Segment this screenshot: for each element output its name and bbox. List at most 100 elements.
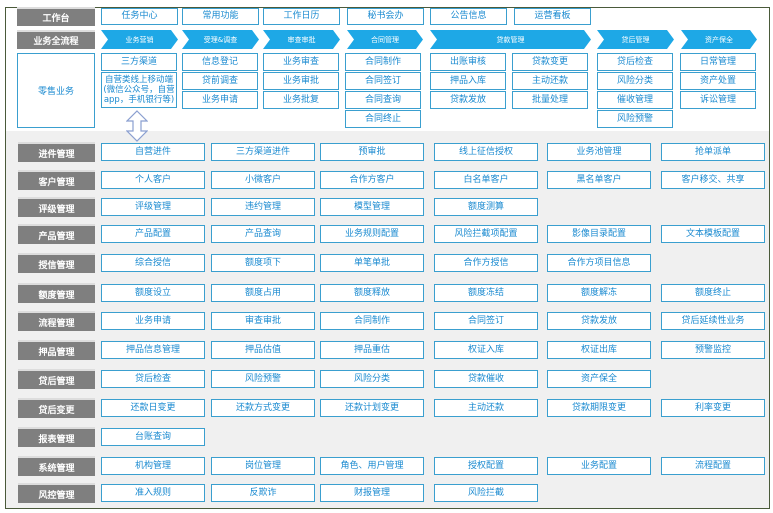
module-function-button[interactable]: 业务池管理	[547, 143, 651, 161]
module-function-button[interactable]: 额度解冻	[547, 284, 651, 302]
retail-function-button[interactable]: 信息登记	[182, 53, 258, 71]
module-function-button[interactable]: 模型管理	[320, 198, 424, 216]
module-function-button[interactable]: 贷后检查	[101, 370, 205, 388]
module-function-button[interactable]: 岗位管理	[211, 457, 315, 475]
module-function-button[interactable]: 小微客户	[211, 171, 315, 189]
retail-function-button[interactable]: 业务审查	[263, 53, 339, 71]
module-function-button[interactable]: 违约管理	[211, 198, 315, 216]
module-function-button[interactable]: 综合授信	[101, 254, 205, 272]
retail-function-button[interactable]: 合同签订	[345, 72, 421, 90]
module-function-button[interactable]: 影像目录配置	[547, 225, 651, 243]
retail-function-button[interactable]: 押品入库	[430, 72, 506, 90]
module-function-button[interactable]: 权证入库	[434, 341, 538, 359]
module-function-button[interactable]: 贷款发放	[547, 312, 651, 330]
retail-function-button[interactable]: 风险预警	[597, 110, 673, 128]
module-function-button[interactable]: 流程配置	[661, 457, 765, 475]
module-function-button[interactable]: 贷后延续性业务	[661, 312, 765, 330]
module-function-button[interactable]: 额度占用	[211, 284, 315, 302]
module-function-button[interactable]: 预警监控	[661, 341, 765, 359]
workbench-item[interactable]: 公告信息	[430, 8, 507, 25]
module-function-button[interactable]: 额度释放	[320, 284, 424, 302]
retail-function-button[interactable]: 自营类线上移动端(微信公众号，自营app，手机银行等)	[101, 72, 177, 108]
retail-function-button[interactable]: 催收管理	[597, 91, 673, 109]
module-function-button[interactable]: 还款日变更	[101, 399, 205, 417]
workbench-item[interactable]: 常用功能	[182, 8, 259, 25]
module-function-button[interactable]: 合作方授信	[434, 254, 538, 272]
module-function-button[interactable]: 三方渠道进件	[211, 143, 315, 161]
module-function-button[interactable]: 白名单客户	[434, 171, 538, 189]
module-function-button[interactable]: 业务规则配置	[320, 225, 424, 243]
retail-function-button[interactable]: 合同查询	[345, 91, 421, 109]
retail-function-button[interactable]: 主动还款	[512, 72, 588, 90]
retail-function-button[interactable]: 贷款变更	[512, 53, 588, 71]
retail-function-button[interactable]: 贷前调查	[182, 72, 258, 90]
module-function-button[interactable]: 客户移交、共享	[661, 171, 765, 189]
module-function-button[interactable]: 合作方项目信息	[547, 254, 651, 272]
module-function-button[interactable]: 贷款期限变更	[547, 399, 651, 417]
module-function-button[interactable]: 额度设立	[101, 284, 205, 302]
process-stage[interactable]: 贷款管理	[430, 30, 591, 49]
retail-function-button[interactable]: 批量处理	[512, 91, 588, 109]
retail-function-button[interactable]: 业务批复	[263, 91, 339, 109]
workbench-item[interactable]: 任务中心	[101, 8, 178, 25]
module-function-button[interactable]: 抢单派单	[661, 143, 765, 161]
module-function-button[interactable]: 评级管理	[101, 198, 205, 216]
module-function-button[interactable]: 自营进件	[101, 143, 205, 161]
module-function-button[interactable]: 额度冻结	[434, 284, 538, 302]
module-function-button[interactable]: 个人客户	[101, 171, 205, 189]
retail-function-button[interactable]: 贷款发放	[430, 91, 506, 109]
module-function-button[interactable]: 合作方客户	[320, 171, 424, 189]
process-stage[interactable]: 贷后管理	[597, 30, 674, 49]
module-function-button[interactable]: 主动还款	[434, 399, 538, 417]
module-function-button[interactable]: 文本模板配置	[661, 225, 765, 243]
module-function-button[interactable]: 角色、用户管理	[320, 457, 424, 475]
process-stage[interactable]: 资产保全	[681, 30, 757, 49]
retail-function-button[interactable]: 合同制作	[345, 53, 421, 71]
process-stage[interactable]: 审查审批	[263, 30, 340, 49]
retail-function-button[interactable]: 风险分类	[597, 72, 673, 90]
module-function-button[interactable]: 产品配置	[101, 225, 205, 243]
module-function-button[interactable]: 风险拦截项配置	[434, 225, 538, 243]
module-function-button[interactable]: 黑名单客户	[547, 171, 651, 189]
retail-function-button[interactable]: 业务申请	[182, 91, 258, 109]
module-function-button[interactable]: 利率变更	[661, 399, 765, 417]
module-function-button[interactable]: 还款计划变更	[320, 399, 424, 417]
module-function-button[interactable]: 风险分类	[320, 370, 424, 388]
module-function-button[interactable]: 机构管理	[101, 457, 205, 475]
module-function-button[interactable]: 单笔单批	[320, 254, 424, 272]
retail-function-button[interactable]: 业务审批	[263, 72, 339, 90]
module-function-button[interactable]: 预审批	[320, 143, 424, 161]
module-function-button[interactable]: 合同制作	[320, 312, 424, 330]
module-function-button[interactable]: 权证出库	[547, 341, 651, 359]
process-stage[interactable]: 受理&调查	[182, 30, 259, 49]
module-function-button[interactable]: 押品估值	[211, 341, 315, 359]
retail-function-button[interactable]: 合同终止	[345, 110, 421, 128]
retail-function-button[interactable]: 日常管理	[680, 53, 756, 71]
process-stage[interactable]: 合同管理	[347, 30, 423, 49]
module-function-button[interactable]: 产品查询	[211, 225, 315, 243]
module-function-button[interactable]: 资产保全	[547, 370, 651, 388]
process-stage[interactable]: 业务营销	[101, 30, 178, 49]
retail-function-button[interactable]: 贷后检查	[597, 53, 673, 71]
workbench-item[interactable]: 工作日历	[263, 8, 340, 25]
module-function-button[interactable]: 业务申请	[101, 312, 205, 330]
module-function-button[interactable]: 合同签订	[434, 312, 538, 330]
retail-function-button[interactable]: 诉讼管理	[680, 91, 756, 109]
module-function-button[interactable]: 押品重估	[320, 341, 424, 359]
module-function-button[interactable]: 贷款催收	[434, 370, 538, 388]
module-function-button[interactable]: 财报管理	[320, 484, 424, 502]
module-function-button[interactable]: 额度终止	[661, 284, 765, 302]
retail-function-button[interactable]: 出账审核	[430, 53, 506, 71]
workbench-item[interactable]: 运营看板	[514, 8, 591, 25]
module-function-button[interactable]: 风险拦截	[434, 484, 538, 502]
module-function-button[interactable]: 还款方式变更	[211, 399, 315, 417]
module-function-button[interactable]: 反欺诈	[211, 484, 315, 502]
module-function-button[interactable]: 授权配置	[434, 457, 538, 475]
module-function-button[interactable]: 押品信息管理	[101, 341, 205, 359]
module-function-button[interactable]: 准入规则	[101, 484, 205, 502]
module-function-button[interactable]: 审查审批	[211, 312, 315, 330]
module-function-button[interactable]: 线上征信授权	[434, 143, 538, 161]
module-function-button[interactable]: 额度项下	[211, 254, 315, 272]
module-function-button[interactable]: 业务配置	[547, 457, 651, 475]
module-function-button[interactable]: 风险预警	[211, 370, 315, 388]
